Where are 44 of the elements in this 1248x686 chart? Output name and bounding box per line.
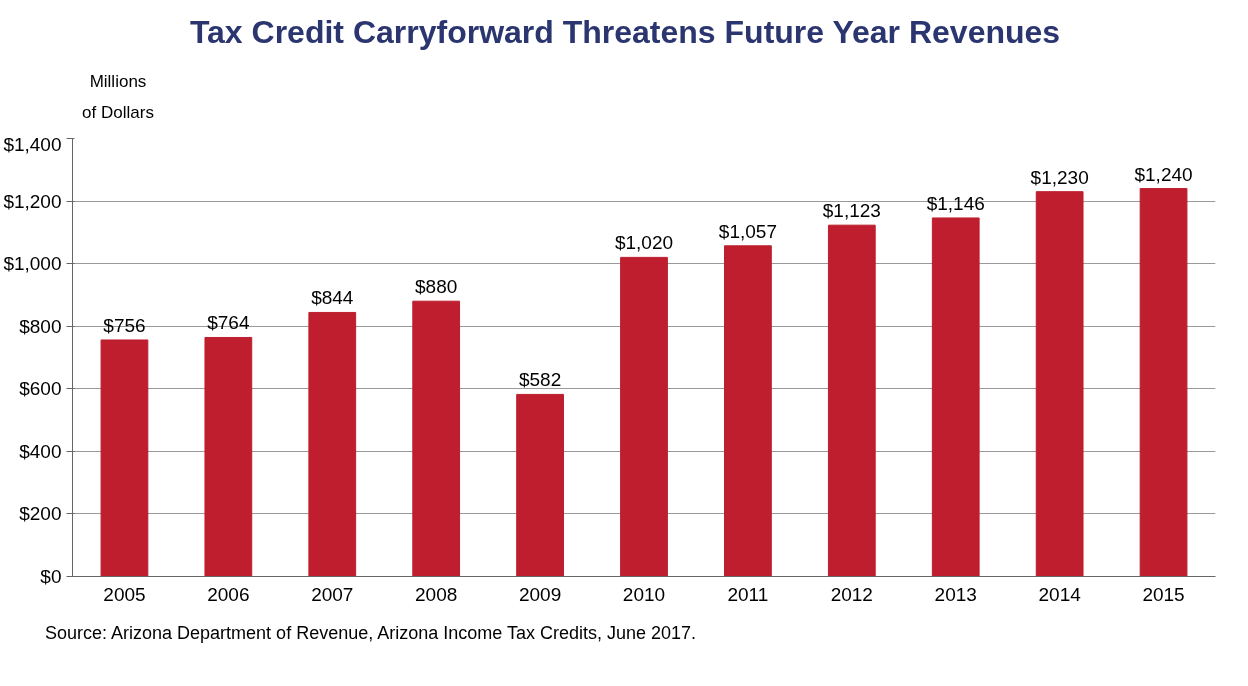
bar [724,245,772,577]
x-tick-label: 2008 [415,583,458,605]
bar [620,256,668,577]
bar [1035,190,1084,577]
x-tick-label: 2014 [1038,583,1082,605]
y-tick-label: $1,400 [3,133,62,155]
data-label: $756 [103,314,146,336]
y-axis-title: Millions of Dollars [82,70,154,124]
data-label: $1,020 [614,232,674,254]
data-label: $1,123 [822,199,881,221]
bar [204,336,253,577]
bar [1139,187,1188,577]
y-tick-label: $1,000 [3,252,62,274]
data-label: $1,240 [1134,163,1193,185]
data-label: $1,146 [926,192,985,214]
chart-title: Tax Credit Carryforward Threatens Future Year Revenues [189,13,1061,52]
bar [308,311,357,577]
source-note: Source: Arizona Department of Revenue, Arizona Income Tax Credits, June 2017. [45,621,697,645]
x-tick-label: 2015 [1142,583,1185,605]
x-tick-label: 2007 [311,583,354,605]
x-tick-label: 2009 [518,583,562,605]
data-label: $844 [311,287,354,309]
data-label: $1,057 [718,220,777,242]
y-tick-label: $600 [19,377,62,399]
data-label: $880 [415,275,458,297]
data-label: $582 [518,369,562,391]
y-tick-label: $0 [40,565,62,587]
x-tick-label: 2005 [103,583,146,605]
y-tick-label: $1,200 [3,190,62,212]
y-tick-label: $200 [19,503,62,525]
x-tick-label: 2006 [207,583,250,605]
x-tick-label: 2011 [727,583,769,605]
bar [412,300,461,577]
bar [100,339,149,577]
bar [827,224,876,577]
x-tick-label: 2010 [622,583,666,605]
data-label: $1,230 [1030,166,1089,188]
x-tick-label: 2012 [830,583,873,605]
x-tick-label: 2013 [934,583,977,605]
y-tick-label: $400 [19,440,62,462]
y-tick-label: $800 [19,315,62,337]
bar [931,217,980,577]
bar [516,393,564,577]
data-label: $764 [207,312,250,334]
